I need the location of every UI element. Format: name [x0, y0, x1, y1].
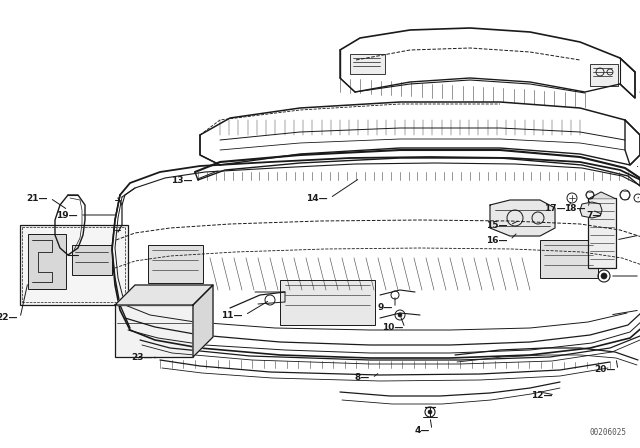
Bar [72, 245, 112, 275]
Bar [588, 198, 616, 268]
Text: 20—: 20— [595, 366, 616, 375]
Polygon shape [490, 200, 555, 236]
Text: 10—: 10— [381, 323, 403, 332]
Text: 23—: 23— [131, 353, 153, 362]
Polygon shape [115, 285, 213, 305]
Bar [148, 245, 203, 283]
Bar [20, 225, 128, 305]
Circle shape [428, 410, 432, 414]
Text: 00206025: 00206025 [590, 427, 627, 436]
Text: 13—: 13— [172, 176, 193, 185]
Bar [115, 305, 193, 357]
Bar [28, 234, 66, 289]
Circle shape [601, 273, 607, 279]
Polygon shape [193, 285, 213, 357]
Polygon shape [580, 202, 602, 218]
Text: 16—: 16— [486, 236, 508, 245]
Text: 17—: 17— [545, 203, 566, 212]
Text: 14—: 14— [307, 194, 328, 202]
Text: 11—: 11— [221, 310, 243, 319]
Text: 15—: 15— [486, 220, 508, 229]
Polygon shape [590, 192, 614, 198]
Circle shape [398, 313, 402, 317]
Text: 4—: 4— [415, 426, 430, 435]
Bar [350, 54, 385, 74]
Bar [540, 240, 598, 278]
Text: 22—: 22— [0, 314, 18, 323]
Text: 18—: 18— [564, 203, 586, 212]
Text: 7—: 7— [587, 211, 602, 220]
Text: 21—: 21— [26, 194, 48, 202]
Bar [590, 64, 618, 86]
Text: 19—: 19— [56, 211, 78, 220]
Text: 9—: 9— [378, 303, 393, 313]
Text: 12—: 12— [531, 391, 553, 400]
Bar [280, 280, 375, 325]
Text: 8—: 8— [355, 374, 370, 383]
